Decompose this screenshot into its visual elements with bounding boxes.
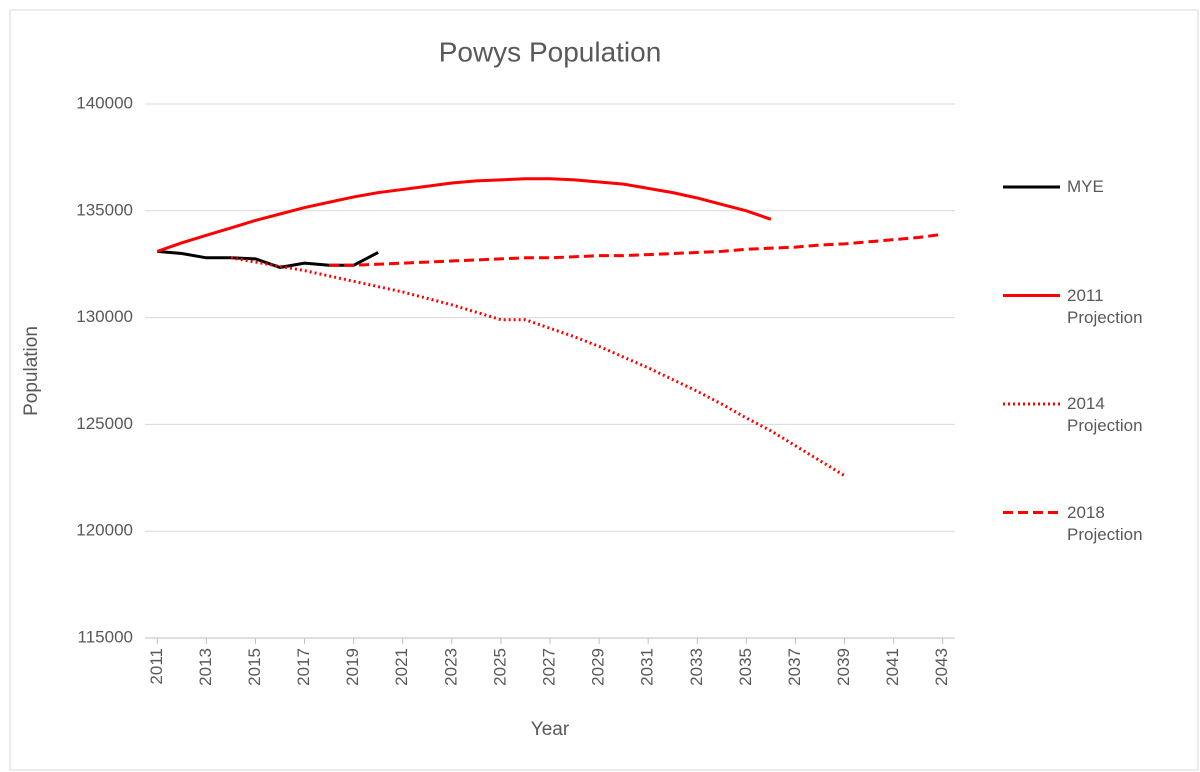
legend-label: 2011 Projection (1067, 285, 1143, 327)
x-tick-label: 2029 (589, 648, 608, 686)
x-axis-label: Year (531, 719, 570, 740)
x-tick-label: 2033 (687, 648, 706, 686)
chart-border (9, 9, 1199, 771)
x-tick-label: 2013 (196, 648, 215, 686)
x-tick-label: 2043 (932, 648, 951, 686)
x-tick-label: 2015 (245, 648, 264, 686)
chart-title: Powys Population (439, 36, 662, 67)
x-tick-label: 2021 (392, 648, 411, 686)
y-tick-label: 130000 (76, 307, 133, 326)
y-tick-label: 125000 (76, 414, 133, 433)
series-line (157, 249, 379, 269)
legend-label: 2014 Projection (1067, 394, 1143, 435)
x-tick-label: 2039 (834, 648, 853, 686)
x-tick-label: 2019 (343, 648, 362, 686)
series-line (156, 177, 772, 253)
x-tick-label: 2025 (490, 648, 509, 686)
series-line (329, 232, 943, 267)
y-tick-label: 115000 (78, 627, 133, 646)
y-tick-label: 120000 (76, 521, 133, 540)
legend-label: 2018 Projection (1067, 502, 1143, 544)
x-tick-label: 2023 (441, 648, 460, 686)
x-tick-label: 2031 (638, 648, 657, 686)
y-axis-label: Population (21, 326, 42, 416)
x-tick-label: 2037 (785, 648, 804, 686)
y-tick-label: 140000 (76, 93, 133, 112)
x-tick-label: 2017 (294, 648, 313, 686)
x-tick-label: 2035 (736, 648, 755, 686)
x-tick-label: 2041 (883, 648, 902, 686)
x-tick-label: 2011 (147, 648, 166, 685)
y-tick-label: 135000 (76, 200, 133, 219)
legend-label: MYE (1067, 177, 1104, 196)
x-tick-label: 2027 (539, 648, 558, 686)
